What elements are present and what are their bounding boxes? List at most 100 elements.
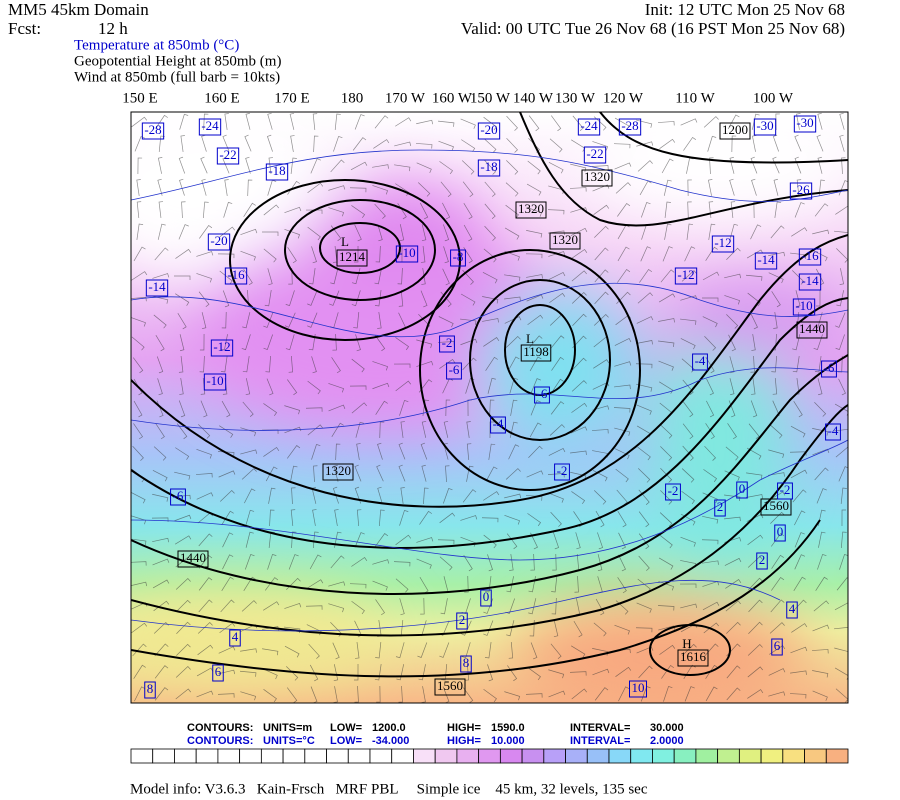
wind-barb [196, 690, 214, 698]
wind-barb [313, 465, 318, 483]
colorbar-swatch [825, 748, 849, 764]
colorbar-swatch [260, 748, 284, 764]
wind-barb [353, 663, 359, 681]
wind-barb [132, 445, 144, 461]
wind-barb [241, 600, 257, 612]
wind-barb [197, 644, 214, 656]
wind-barb [219, 270, 233, 285]
wind-barb [244, 554, 255, 570]
wind-barb [618, 686, 630, 702]
wind-barb [773, 178, 779, 196]
wind-barb [312, 509, 317, 526]
wind-barb [792, 489, 807, 503]
wind-barb [331, 357, 341, 374]
wind-barb [219, 425, 234, 438]
wind-barb [508, 642, 514, 659]
wind-barb [774, 201, 782, 218]
wind-barb [504, 316, 522, 324]
colorbar-swatch [152, 748, 175, 764]
wind-barb [682, 379, 694, 395]
wind-barb [530, 642, 538, 660]
wind-barb [553, 532, 560, 550]
wind-barb [197, 621, 213, 634]
colorbar-swatch [521, 748, 545, 764]
temperature-label: -6 [449, 362, 460, 377]
wind-barb [305, 407, 323, 412]
wind-barb [460, 338, 478, 346]
wind-barb [526, 206, 542, 217]
wind-barb [548, 271, 566, 280]
wind-barb [681, 270, 697, 282]
wind-barb [313, 135, 319, 153]
wind-barb [795, 290, 801, 308]
wind-barb [528, 445, 543, 458]
wind-barb [203, 113, 209, 131]
wind-barb [818, 179, 825, 196]
wind-barb [747, 689, 764, 699]
longitude-label: 180 [341, 90, 364, 106]
wind-barb [750, 224, 762, 240]
height-label-box [719, 122, 751, 140]
wind-barb [571, 291, 587, 304]
wind-barb [703, 469, 718, 483]
wind-barb [442, 268, 450, 286]
wind-barb [681, 468, 695, 483]
wind-barb [613, 143, 631, 149]
wind-barb [267, 553, 277, 570]
wind-barb [614, 427, 631, 436]
wind-barb [835, 312, 846, 328]
wind-barb [660, 446, 673, 461]
wind-barb [217, 693, 235, 698]
wind-barb [706, 378, 714, 396]
wind-barb [750, 312, 758, 330]
wind-barb [399, 598, 405, 616]
temperature-label: -26 [792, 182, 810, 197]
wind-barb [659, 534, 673, 549]
temperature-label-box [460, 655, 472, 673]
wind-barb [416, 558, 432, 569]
wind-barb [751, 113, 760, 130]
wind-barb [289, 112, 295, 130]
wind-barb [131, 271, 148, 281]
wind-barb [285, 290, 295, 307]
wind-barb [794, 554, 806, 570]
colorbar-swatch [174, 748, 197, 764]
temperature-label: -28 [621, 118, 638, 133]
wind-barb [771, 291, 781, 308]
temperature-label-box [229, 629, 241, 647]
wind-barb [224, 113, 229, 130]
wind-barb [570, 426, 588, 434]
wind-barb [397, 267, 403, 285]
wind-barb [438, 316, 454, 328]
wind-barb [398, 290, 404, 307]
wind-barb [374, 290, 382, 307]
temperature-label-box [754, 252, 778, 270]
wind-barb [267, 268, 273, 286]
wind-barb [770, 511, 785, 524]
temperature-contour-info: 2.0000 [650, 735, 684, 747]
wind-barb [527, 314, 544, 326]
wind-barb [372, 382, 390, 390]
wind-barb [772, 378, 778, 395]
wind-barb [218, 470, 236, 478]
wind-barb [549, 424, 565, 436]
wind-barb [354, 486, 362, 504]
wind-barb [421, 464, 427, 482]
wind-barb [551, 576, 558, 593]
wind-barb [354, 685, 359, 703]
wind-barb [351, 557, 368, 567]
wind-barb [307, 290, 318, 306]
temperature-label: -14 [801, 273, 819, 288]
wind-barb [133, 378, 143, 396]
wind-barb [418, 664, 426, 681]
wind-barb [312, 531, 319, 549]
wind-barb [729, 178, 735, 196]
wind-barb [333, 686, 338, 703]
wind-barb [240, 670, 257, 677]
wind-barb [836, 577, 848, 591]
wind-barb [682, 401, 694, 418]
wind-barb [288, 554, 299, 570]
wind-barb [242, 312, 251, 329]
wind-barb [504, 514, 520, 525]
wind-barb [812, 624, 830, 632]
